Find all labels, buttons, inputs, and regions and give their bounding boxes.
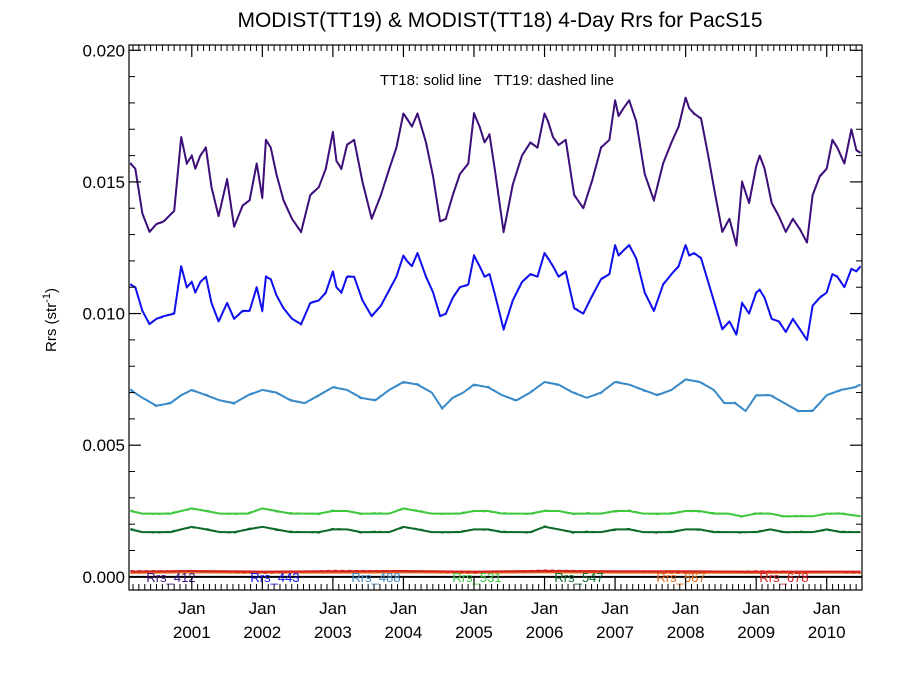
legend-item-rrs-531: Rrs_531 [452,570,501,585]
y-tick-label: 0.010 [82,305,125,324]
x-tick-month-label: Jan [813,599,840,618]
x-tick-year-label: 2001 [173,623,211,642]
x-tick-year-label: 2002 [243,623,281,642]
axes: 0.000 0.005 0.010 0.015 0.020 Jan 2001 Jan 2002 J… [82,41,862,642]
plot-area: Rrs_412 Rrs_443 Rrs_488 Rrs_531 Rrs_547 Rrs_6… [129,96,862,585]
x-tick-year-label: 2007 [596,623,634,642]
legend-item-rrs-443: Rrs_443 [250,570,299,585]
y-tick-label: 0.015 [82,173,125,192]
y-tick-label: 0.020 [82,41,125,60]
x-tick-month-label: Jan [178,599,205,618]
x-tick-month-label: Jan [672,599,699,618]
y-tick-label: 0.000 [82,568,125,587]
series-dashed-rrs-443 [130,243,862,341]
x-tick-year-label: 2006 [526,623,564,642]
series-line-rrs-443 [129,244,862,341]
legend-item-rrs-412: Rrs_412 [146,570,195,585]
y-tick-label: 0.005 [82,436,125,455]
series-line-rrs-412 [129,96,862,247]
series-line-rrs-547 [130,525,861,534]
series-dashed-rrs-412 [129,96,862,247]
series-dashed-rrs-678 [130,569,861,574]
series-dashed-rrs-531 [130,507,861,518]
legend-item-rrs-488: Rrs_488 [351,570,400,585]
legend-item-rrs-667: Rrs_667 [656,570,705,585]
y-axis-label-main: Rrs (str [43,303,60,352]
x-tick-month-label: Jan [601,599,628,618]
x-tick-month-label: Jan [319,599,346,618]
series-dashed-rrs-547 [130,525,861,534]
x-tick-year-label: 2009 [737,623,775,642]
legend-item-rrs-678: Rrs_678 [759,570,808,585]
series-layer [129,96,862,578]
plot-frame [128,44,863,591]
series-dashed-rrs-488 [129,379,861,413]
x-tick-month-label: Jan [390,599,417,618]
series-line-rrs-488 [129,378,862,412]
y-axis-label-close: ) [43,288,60,293]
x-tick-year-label: 2004 [385,623,423,642]
x-tick-month-label: Jan [531,599,558,618]
x-tick-year-label: 2010 [808,623,846,642]
x-tick-month-label: Jan [742,599,769,618]
x-tick-year-label: 2008 [667,623,705,642]
line-style-annotation: TT18: solid line TT19: dashed line [380,72,614,89]
x-tick-month-label: Jan [460,599,487,618]
x-tick-month-label: Jan [249,599,276,618]
legend-item-rrs-547: Rrs_547 [554,570,603,585]
chart-title: MODIST(TT19) & MODIST(TT18) 4-Day Rrs fo… [237,9,762,32]
x-tick-year-label: 2003 [314,623,352,642]
series-line-rrs-531 [130,507,861,518]
y-axis-label: Rrs (str-1) [41,288,60,352]
y-axis-label-superscript: -1 [41,293,53,303]
legend: Rrs_412 Rrs_443 Rrs_488 Rrs_531 Rrs_547 Rrs_6… [146,570,808,585]
x-tick-year-label: 2005 [455,623,493,642]
